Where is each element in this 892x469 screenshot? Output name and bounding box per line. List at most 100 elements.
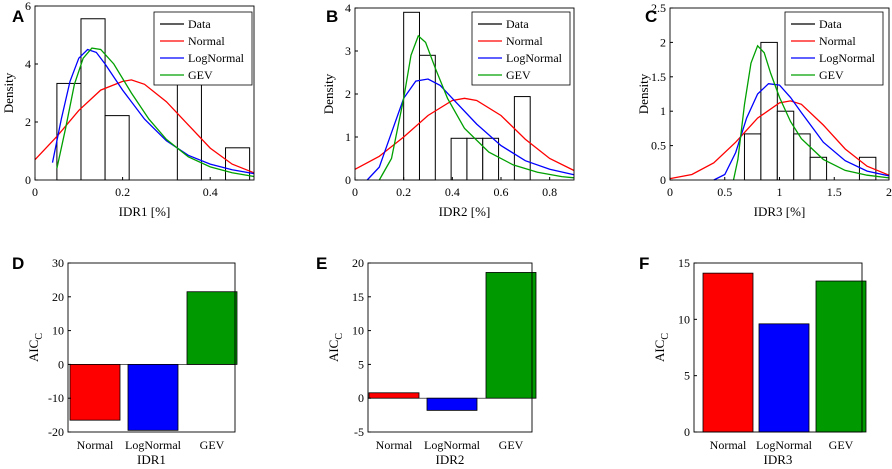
y-tick-label: 10 <box>678 312 690 326</box>
panel-letter: E <box>316 254 327 273</box>
legend-label: Normal <box>506 34 543 48</box>
x-axis-label: IDR1 <box>137 452 166 467</box>
y-tick-label: 15 <box>352 290 364 304</box>
series-line-lognormal <box>713 83 890 181</box>
panel-e: E Normal LogNormal GEV IDR2 AICC -5 0 5 10 15 20 <box>316 254 537 467</box>
y-tick-label: 0 <box>25 173 31 187</box>
legend-label: Normal <box>819 34 856 48</box>
legend-label: GEV <box>506 68 531 82</box>
category-label: GEV <box>829 438 854 452</box>
y-tick-label: 3 <box>345 44 351 58</box>
y-tick-label: 0 <box>684 425 690 439</box>
y-tick-label: 20 <box>352 256 364 270</box>
y-axis-label-subscript: C <box>34 333 45 340</box>
y-tick-label: -20 <box>48 425 64 439</box>
legend-label: Data <box>506 17 529 31</box>
panel-c: C Data Normal LogNormal GEV 0 0.5 1 1.5 2 IDR3 [%]… <box>636 1 892 219</box>
x-tick-label: 0.4 <box>445 185 460 199</box>
y-tick-label: -10 <box>48 391 64 405</box>
x-axis-label: IDR3 [%] <box>754 204 806 219</box>
plot-frame <box>67 262 236 433</box>
x-axis-label: IDR3 <box>764 452 793 467</box>
category-label: LogNormal <box>125 438 182 452</box>
panel-letter: F <box>639 254 649 273</box>
series-line-gev <box>732 44 890 181</box>
y-axis-label-subscript: C <box>660 333 671 340</box>
y-tick-label: 0 <box>345 173 351 187</box>
bar-lognormal <box>426 397 478 411</box>
series-line-lognormal <box>366 78 575 181</box>
legend-label: Normal <box>188 34 225 48</box>
y-tick-label: 5 <box>358 357 364 371</box>
x-tick-label: 0 <box>352 185 358 199</box>
histogram-bin <box>176 82 202 181</box>
x-axis-label: IDR2 <box>436 452 465 467</box>
plot-frame <box>693 262 863 433</box>
histogram-bin <box>809 156 828 181</box>
category-label: GEV <box>499 438 524 452</box>
histogram-bin <box>450 137 468 181</box>
x-tick-label: 0.8 <box>542 185 557 199</box>
y-tick-label: 4 <box>345 1 351 15</box>
y-axis-label-main: AIC <box>652 340 667 362</box>
x-tick-label: 0 <box>667 185 673 199</box>
y-tick-label: 2 <box>25 115 31 129</box>
y-tick-label: 20 <box>52 290 64 304</box>
y-tick-label: 10 <box>352 324 364 338</box>
x-axis-label: IDR2 [%] <box>439 204 491 219</box>
legend-label: LogNormal <box>188 51 245 65</box>
histogram-bin <box>80 18 106 181</box>
x-tick-label: 1 <box>777 185 783 199</box>
panel-f: F Normal LogNormal GEV IDR3 AICC 0 5 10 15 <box>639 254 867 467</box>
series-line-normal <box>354 97 575 172</box>
legend-label: LogNormal <box>819 51 876 65</box>
plot-frame <box>367 262 533 433</box>
series-line-normal <box>34 79 255 174</box>
plot-frame <box>354 7 575 181</box>
panel-letter: A <box>12 7 24 26</box>
x-tick-label: 0.4 <box>203 185 218 199</box>
y-tick-label: 1 <box>660 104 666 118</box>
y-tick-label: 1 <box>345 130 351 144</box>
x-tick-label: 0.5 <box>717 185 732 199</box>
y-axis-label: Density <box>636 73 651 114</box>
x-tick-label: 0.6 <box>494 185 509 199</box>
panel-a: A Data Normal LogNormal GEV 0 0.2 0.4 IDR1 [%] De… <box>1 0 255 219</box>
bar-normal <box>368 392 420 399</box>
y-tick-label: 5 <box>684 369 690 383</box>
y-axis-label-main: AIC <box>26 340 41 362</box>
bar-normal <box>702 272 754 433</box>
y-axis-label-main: AIC <box>326 340 341 362</box>
y-axis-label: Density <box>1 72 16 113</box>
plot-frame <box>34 5 255 181</box>
category-label: GEV <box>200 438 225 452</box>
panel-letter: D <box>12 254 24 273</box>
y-axis-label: Density <box>321 73 336 114</box>
y-tick-label: 1.5 <box>651 70 666 84</box>
y-tick-label: 2 <box>660 35 666 49</box>
category-label: LogNormal <box>424 438 481 452</box>
series-line-gev <box>378 34 575 181</box>
y-axis-label: AICC <box>652 333 671 362</box>
category-label: Normal <box>77 438 114 452</box>
y-tick-label: 0.5 <box>651 139 666 153</box>
bar-gev <box>186 291 238 365</box>
y-axis-label: AICC <box>326 333 345 362</box>
y-tick-label: 15 <box>678 256 690 270</box>
y-tick-label: 0 <box>58 357 64 371</box>
category-label: Normal <box>710 438 747 452</box>
legend-label: GEV <box>819 68 844 82</box>
y-tick-label: 0 <box>660 173 666 187</box>
x-tick-label: 1.5 <box>827 185 842 199</box>
series-line-gev <box>56 47 255 178</box>
x-tick-label: 0 <box>32 185 38 199</box>
y-tick-label: -5 <box>354 425 364 439</box>
series-line-lognormal <box>51 48 255 175</box>
legend-label: Data <box>819 17 842 31</box>
category-label: LogNormal <box>756 438 813 452</box>
panel-letter: C <box>645 7 657 26</box>
y-axis-label: AICC <box>26 333 45 362</box>
y-tick-label: 30 <box>52 256 64 270</box>
y-axis-label-subscript: C <box>334 333 345 340</box>
